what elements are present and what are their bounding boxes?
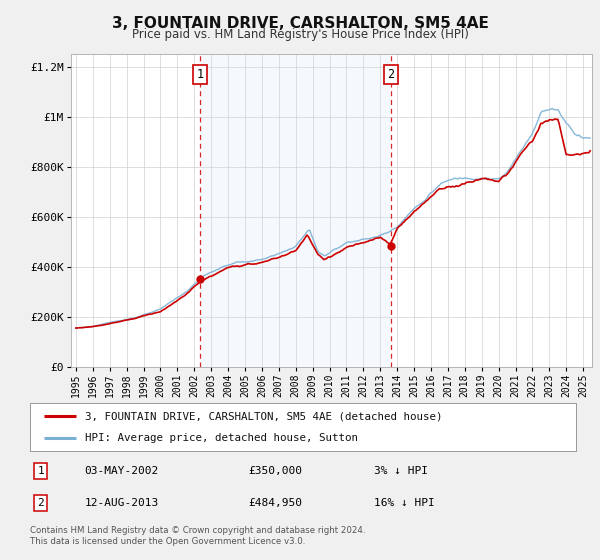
Text: 2: 2 xyxy=(38,498,44,508)
Text: Price paid vs. HM Land Registry's House Price Index (HPI): Price paid vs. HM Land Registry's House … xyxy=(131,28,469,41)
Text: £350,000: £350,000 xyxy=(248,466,302,476)
Text: £484,950: £484,950 xyxy=(248,498,302,508)
Text: 3, FOUNTAIN DRIVE, CARSHALTON, SM5 4AE (detached house): 3, FOUNTAIN DRIVE, CARSHALTON, SM5 4AE (… xyxy=(85,411,442,421)
Text: 1: 1 xyxy=(38,466,44,476)
Text: 03-MAY-2002: 03-MAY-2002 xyxy=(85,466,159,476)
Text: 3% ↓ HPI: 3% ↓ HPI xyxy=(374,466,428,476)
Text: 3, FOUNTAIN DRIVE, CARSHALTON, SM5 4AE: 3, FOUNTAIN DRIVE, CARSHALTON, SM5 4AE xyxy=(112,16,488,31)
Text: 1: 1 xyxy=(197,68,204,81)
Text: Contains HM Land Registry data © Crown copyright and database right 2024.
This d: Contains HM Land Registry data © Crown c… xyxy=(30,526,365,546)
Text: HPI: Average price, detached house, Sutton: HPI: Average price, detached house, Sutt… xyxy=(85,433,358,443)
Text: 12-AUG-2013: 12-AUG-2013 xyxy=(85,498,159,508)
Text: 16% ↓ HPI: 16% ↓ HPI xyxy=(374,498,435,508)
Text: 2: 2 xyxy=(387,68,394,81)
